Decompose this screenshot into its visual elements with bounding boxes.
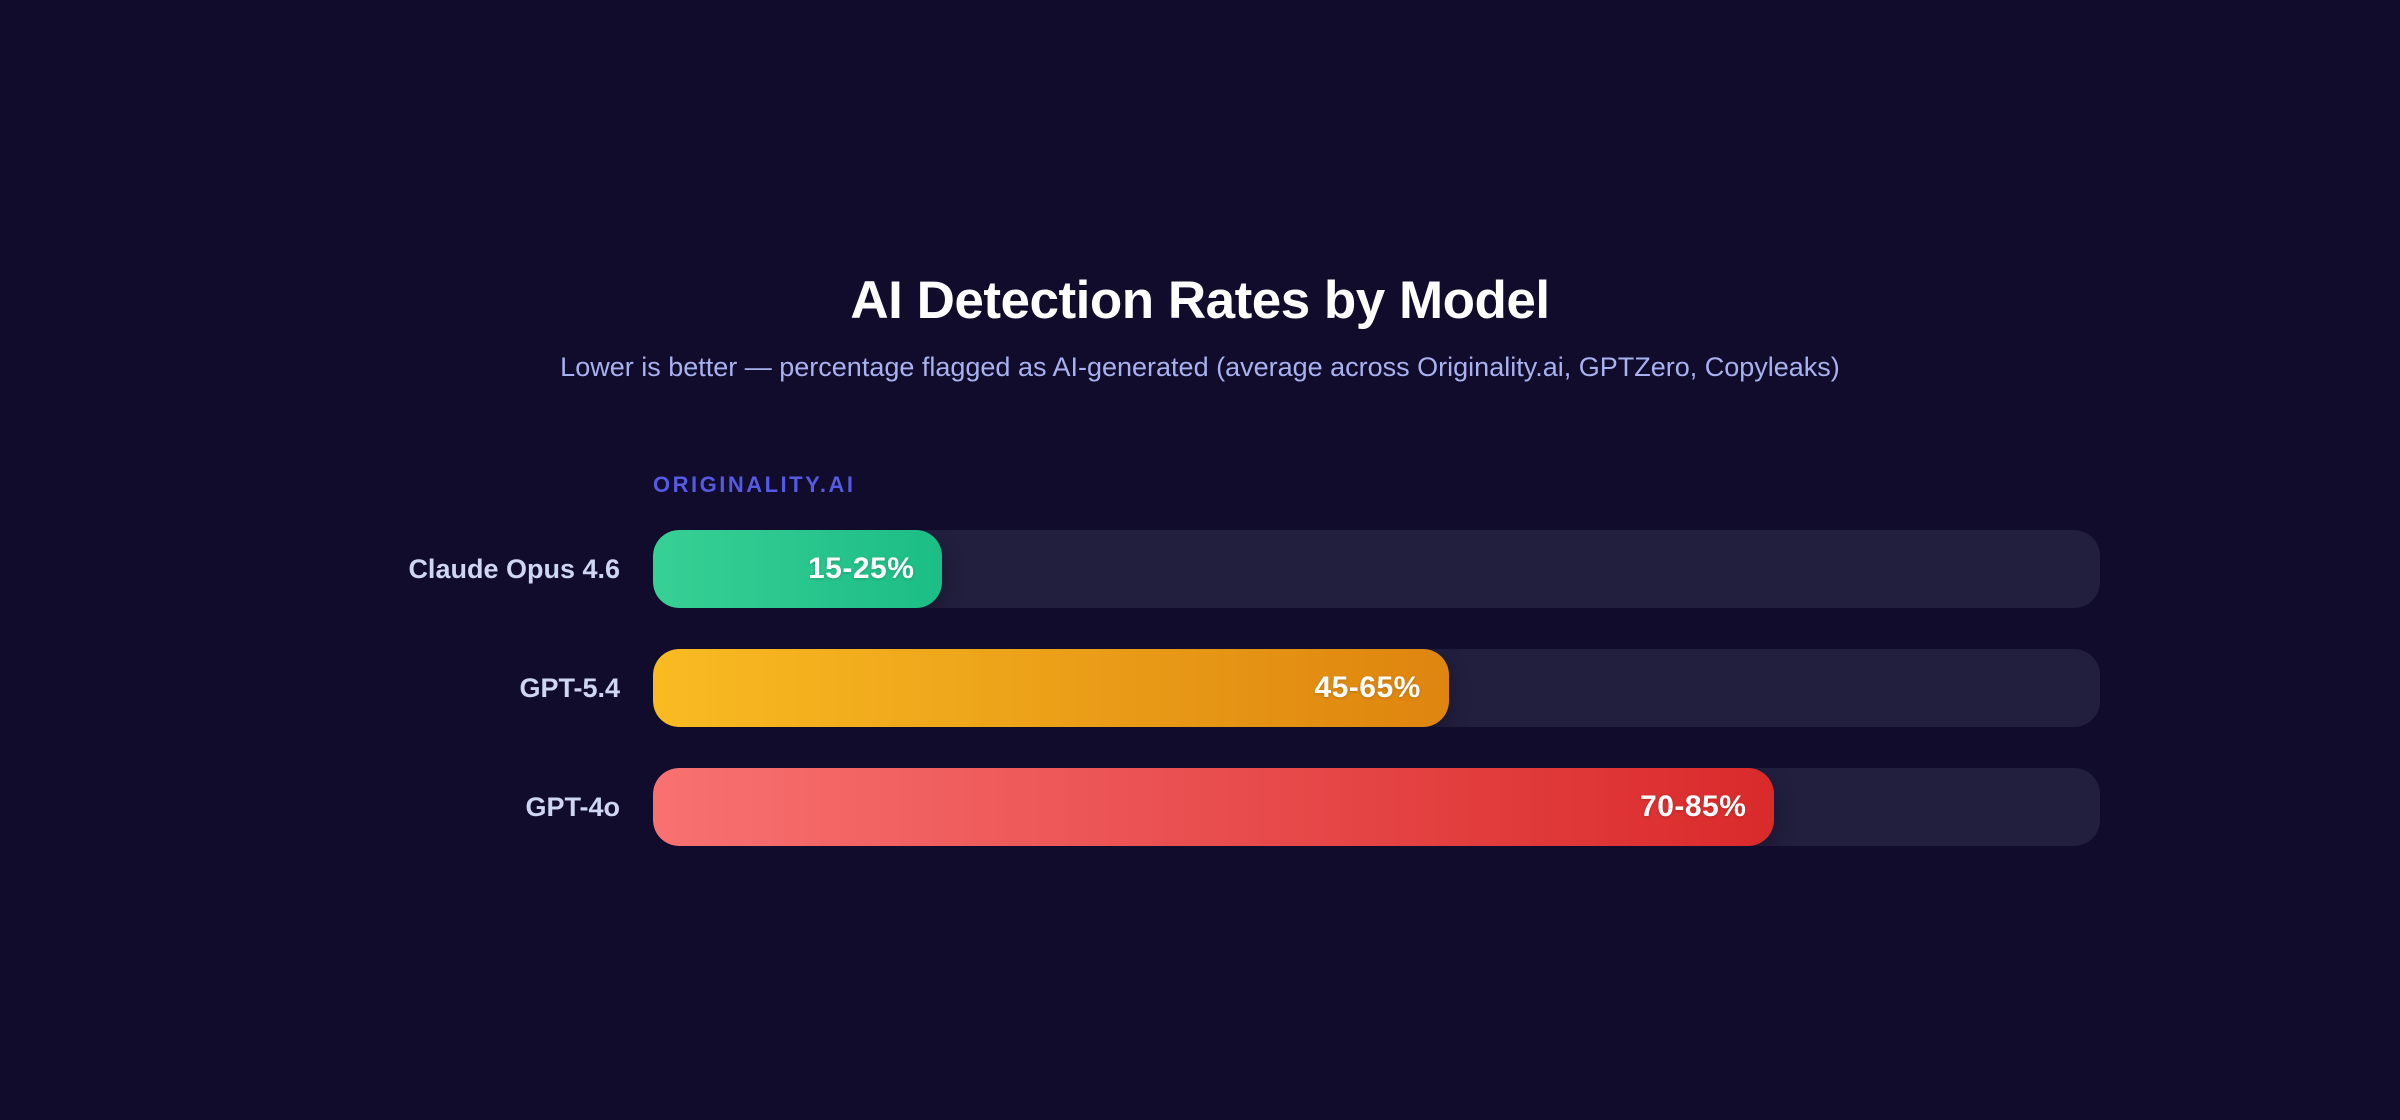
bar-row-gpt-5-4: GPT-5.4 45-65% xyxy=(0,649,2100,727)
bar-track: 15-25% xyxy=(653,530,2100,608)
chart-title: AI Detection Rates by Model xyxy=(850,271,1550,330)
category-label: GPT-4o xyxy=(525,791,620,822)
bar-fill: 45-65% xyxy=(653,649,1449,727)
value-label: 45-65% xyxy=(1314,671,1421,704)
value-label: 70-85% xyxy=(1640,790,1747,823)
bar-track: 45-65% xyxy=(653,649,2100,727)
category-label: Claude Opus 4.6 xyxy=(408,553,620,584)
detector-group-label: ORIGINALITY.AI xyxy=(653,472,856,497)
chart-subtitle: Lower is better — percentage flagged as … xyxy=(560,352,1840,382)
bar-row-claude-opus: Claude Opus 4.6 15-25% xyxy=(0,530,2100,608)
bar-fill: 15-25% xyxy=(653,530,943,608)
category-label: GPT-5.4 xyxy=(519,672,620,703)
bar-row-gpt-4o: GPT-4o 70-85% xyxy=(0,768,2100,846)
bar-fill: 70-85% xyxy=(653,768,1775,846)
value-label: 15-25% xyxy=(807,552,915,585)
bar-track: 70-85% xyxy=(653,768,2100,846)
